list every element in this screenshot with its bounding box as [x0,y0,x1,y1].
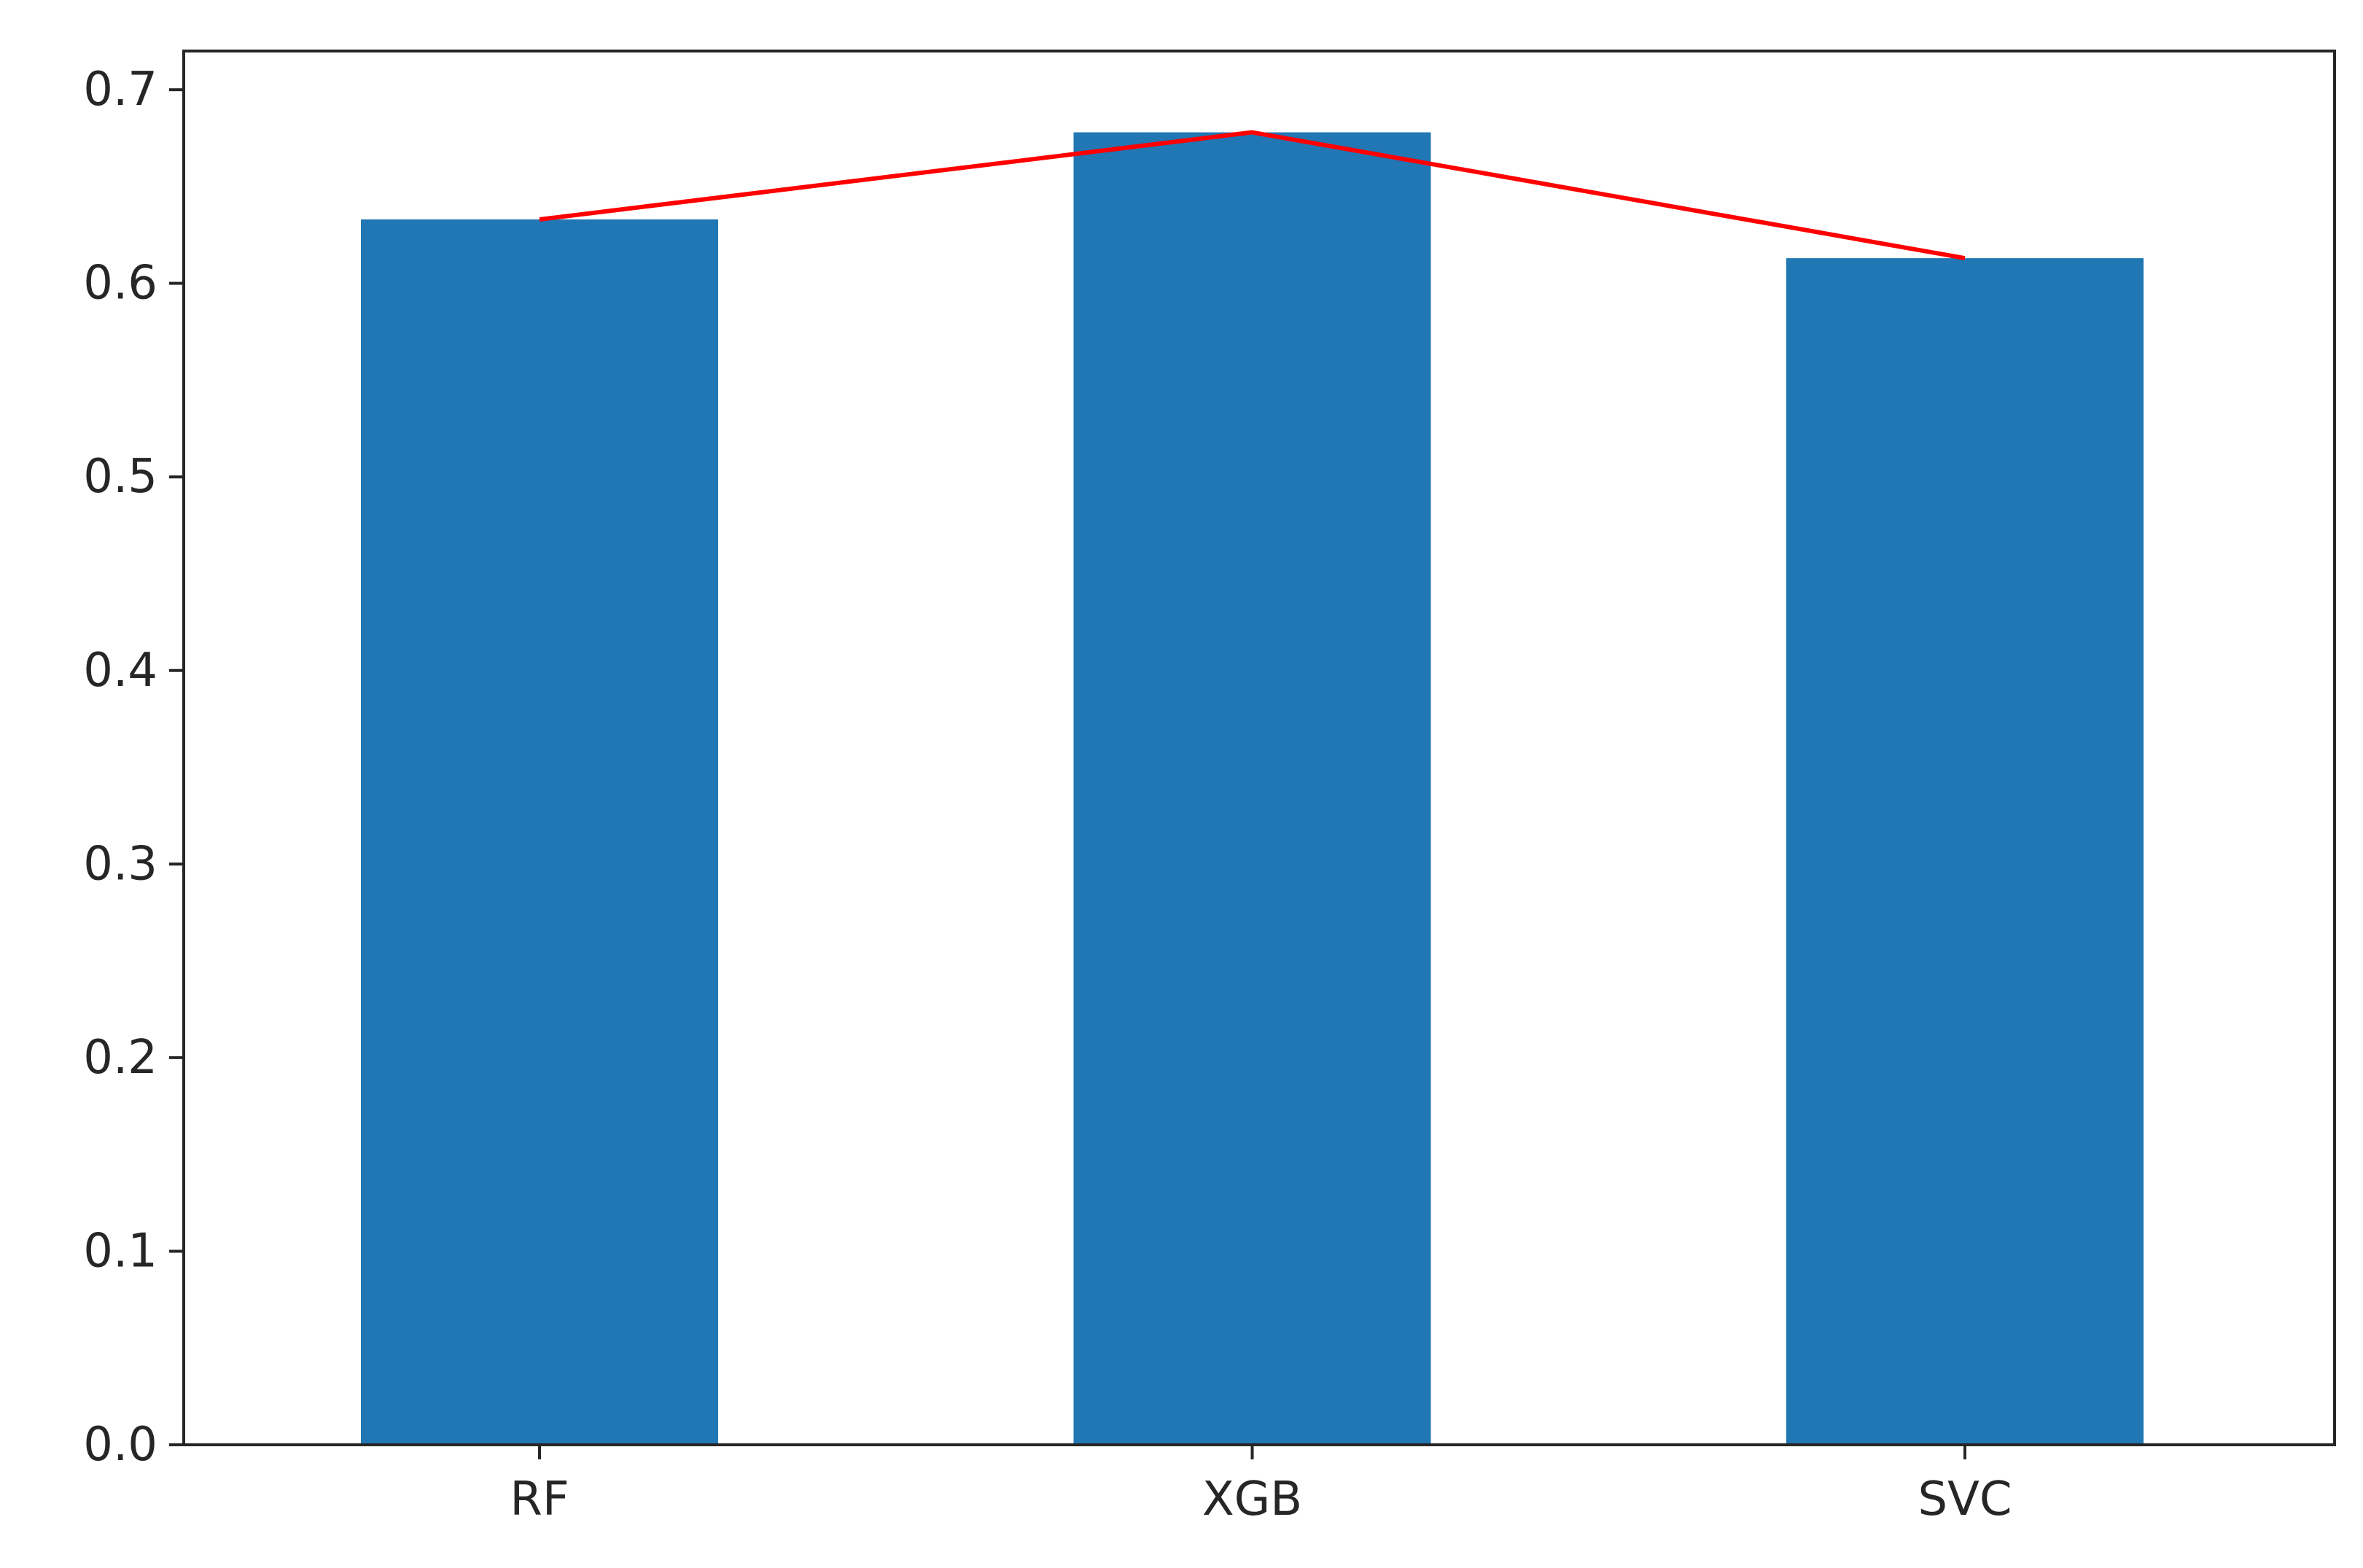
y-tick-label: 0.7 [83,63,157,117]
x-axis: RF XGB SVC [510,1445,2012,1526]
bar-xgb [1073,132,1431,1446]
y-tick-label: 0.6 [83,257,157,311]
y-axis: 0.0 0.1 0.2 0.3 0.4 0.5 0.6 0.7 [83,63,184,1472]
y-tick-label: 0.4 [83,644,157,698]
y-tick-label: 0.0 [83,1418,157,1472]
y-tick-label: 0.3 [83,837,157,891]
x-tick-label-xgb: XGB [1202,1473,1302,1526]
x-tick-label-rf: RF [510,1473,569,1526]
trend-line [539,130,1966,261]
x-tick-label-svc: SVC [1918,1473,2012,1526]
bar-rf [361,219,718,1445]
y-tick-label: 0.1 [83,1224,157,1278]
y-tick-label: 0.2 [83,1031,157,1085]
bars-group [361,132,2144,1446]
y-tick-label: 0.5 [83,450,157,504]
bar-svc [1786,258,2144,1446]
plot-frame [182,50,2336,1446]
